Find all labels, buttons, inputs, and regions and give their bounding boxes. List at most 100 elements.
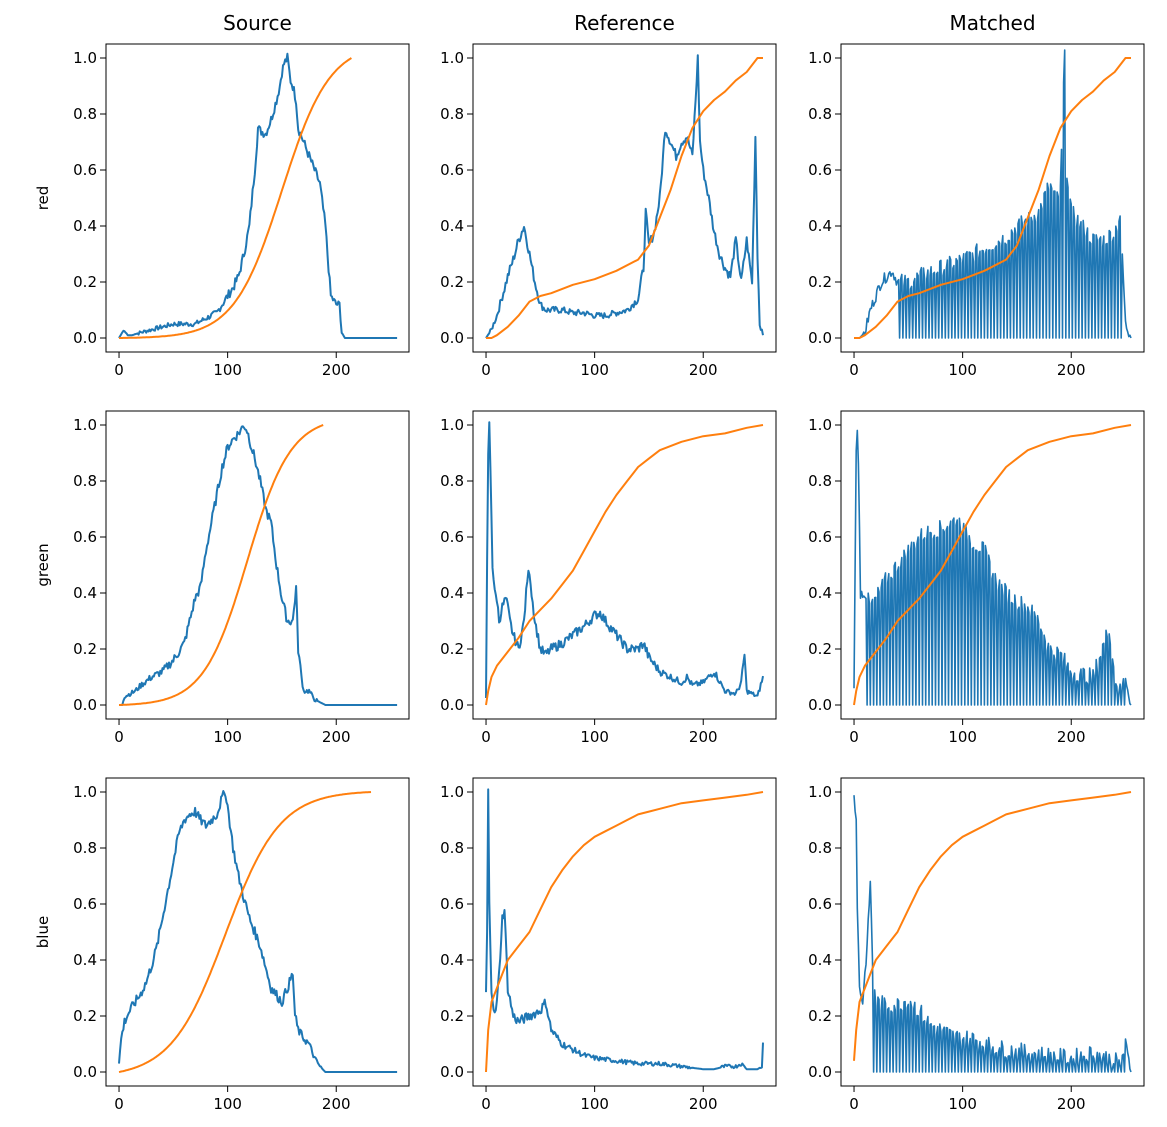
y-tick-label: 1.0 [440, 416, 464, 434]
x-tick-label: 100 [213, 361, 242, 379]
y-tick-label: 0.2 [440, 640, 464, 658]
x-tick-label: 200 [1057, 1095, 1086, 1113]
x-tick-label: 0 [114, 361, 124, 379]
axes-frame [472, 777, 777, 1087]
y-tick-label: 0.2 [440, 1007, 464, 1025]
y-tick-label: 0.8 [440, 839, 464, 857]
axes-frame [472, 410, 777, 720]
y-tick-label: 0.0 [440, 696, 464, 714]
x-tick-label: 0 [849, 728, 859, 746]
axes-frame [105, 410, 410, 720]
y-tick-label: 1.0 [808, 49, 832, 67]
x-tick-label: 100 [948, 728, 977, 746]
subplot-grid: 0.0 0.2 0.4 0.6 0.8 1.0 0 100 200 0.0 0.2 0.4 0.6 0.8… [73, 43, 1145, 1113]
column-title-reference: Reference [574, 11, 675, 35]
y-tick-label: 0.6 [808, 528, 832, 546]
x-tick-label: 100 [213, 728, 242, 746]
y-tick-label: 0.0 [808, 1063, 832, 1081]
y-tick-label: 0.2 [73, 640, 97, 658]
panel-blue-source: 0.0 0.2 0.4 0.6 0.8 1.0 0 100 200 [73, 777, 410, 1113]
y-tick-label: 0.0 [808, 329, 832, 347]
cdf-line [118, 791, 372, 1073]
histogram-line [485, 54, 764, 339]
column-title-matched: Matched [949, 11, 1035, 35]
y-tick-label: 0.8 [73, 105, 97, 123]
y-tick-label: 0.6 [73, 528, 97, 546]
cdf-line [854, 57, 1131, 339]
x-tick-label: 100 [580, 361, 609, 379]
y-tick-label: 0.4 [440, 217, 464, 235]
y-tick-label: 0.6 [808, 895, 832, 913]
cdf-line [853, 424, 1132, 706]
y-tick-label: 0.2 [73, 273, 97, 291]
y-tick-label: 0.0 [808, 696, 832, 714]
x-tick-label: 0 [114, 1095, 124, 1113]
cdf-line [119, 424, 324, 706]
axes-frame [105, 43, 410, 353]
y-tick-label: 0.4 [440, 951, 464, 969]
y-tick-label: 0.4 [808, 951, 832, 969]
histogram-line [853, 795, 1132, 1073]
y-tick-label: 0.6 [73, 161, 97, 179]
y-tick-label: 0.8 [440, 105, 464, 123]
y-tick-label: 0.4 [440, 584, 464, 602]
y-tick-label: 0.2 [808, 1007, 832, 1025]
x-tick-label: 100 [580, 1095, 609, 1113]
x-tick-label: 200 [1057, 728, 1086, 746]
x-tick-label: 0 [849, 361, 859, 379]
y-tick-label: 0.0 [73, 1063, 97, 1081]
histogram-line [485, 788, 764, 1071]
y-tick-label: 0.8 [808, 472, 832, 490]
cdf-line [853, 791, 1132, 1061]
column-titles: Source Reference Matched [223, 11, 1035, 35]
row-labels: red green blue [34, 186, 52, 949]
y-tick-label: 1.0 [73, 783, 97, 801]
y-tick-label: 0.0 [440, 1063, 464, 1081]
histogram-line [485, 421, 764, 699]
x-tick-label: 200 [689, 1095, 718, 1113]
y-tick-label: 0.6 [808, 161, 832, 179]
y-tick-label: 0.8 [73, 839, 97, 857]
panel-green-source: 0.0 0.2 0.4 0.6 0.8 1.0 0 100 200 [73, 410, 410, 746]
row-label-green: green [34, 543, 52, 586]
y-tick-label: 0.2 [808, 640, 832, 658]
cdf-line [485, 424, 764, 706]
cdf-line [485, 791, 764, 1073]
axes-frame [105, 777, 410, 1087]
y-tick-label: 0.2 [808, 273, 832, 291]
x-tick-label: 200 [689, 728, 718, 746]
histogram-line [118, 790, 398, 1073]
y-tick-label: 0.6 [440, 161, 464, 179]
histogram-line [853, 429, 1132, 706]
y-tick-label: 0.0 [440, 329, 464, 347]
panel-green-matched: 0.0 0.2 0.4 0.6 0.8 1.0 0 100 200 [808, 410, 1145, 746]
y-tick-label: 1.0 [808, 783, 832, 801]
y-tick-label: 0.8 [808, 105, 832, 123]
y-tick-label: 0.0 [73, 329, 97, 347]
x-tick-label: 200 [322, 361, 351, 379]
axes-frame [472, 43, 777, 353]
histogram-line [854, 49, 1132, 339]
row-label-blue: blue [34, 916, 52, 948]
row-label-red: red [34, 186, 52, 211]
y-tick-label: 0.4 [73, 217, 97, 235]
panel-red-reference: 0.0 0.2 0.4 0.6 0.8 1.0 0 100 200 [440, 43, 777, 379]
histogram-line [119, 425, 398, 706]
x-tick-label: 100 [580, 728, 609, 746]
y-tick-label: 0.0 [73, 696, 97, 714]
y-tick-label: 0.4 [73, 584, 97, 602]
y-tick-label: 1.0 [808, 416, 832, 434]
histogram-line [118, 52, 398, 339]
y-tick-label: 0.6 [440, 895, 464, 913]
axes-frame [840, 43, 1145, 353]
y-tick-label: 1.0 [440, 783, 464, 801]
x-tick-label: 0 [481, 1095, 491, 1113]
x-tick-label: 0 [481, 728, 491, 746]
panel-blue-matched: 0.0 0.2 0.4 0.6 0.8 1.0 0 100 200 [808, 777, 1145, 1113]
y-tick-label: 0.4 [73, 951, 97, 969]
y-tick-label: 0.2 [73, 1007, 97, 1025]
x-tick-label: 0 [849, 1095, 859, 1113]
y-tick-label: 0.6 [440, 528, 464, 546]
